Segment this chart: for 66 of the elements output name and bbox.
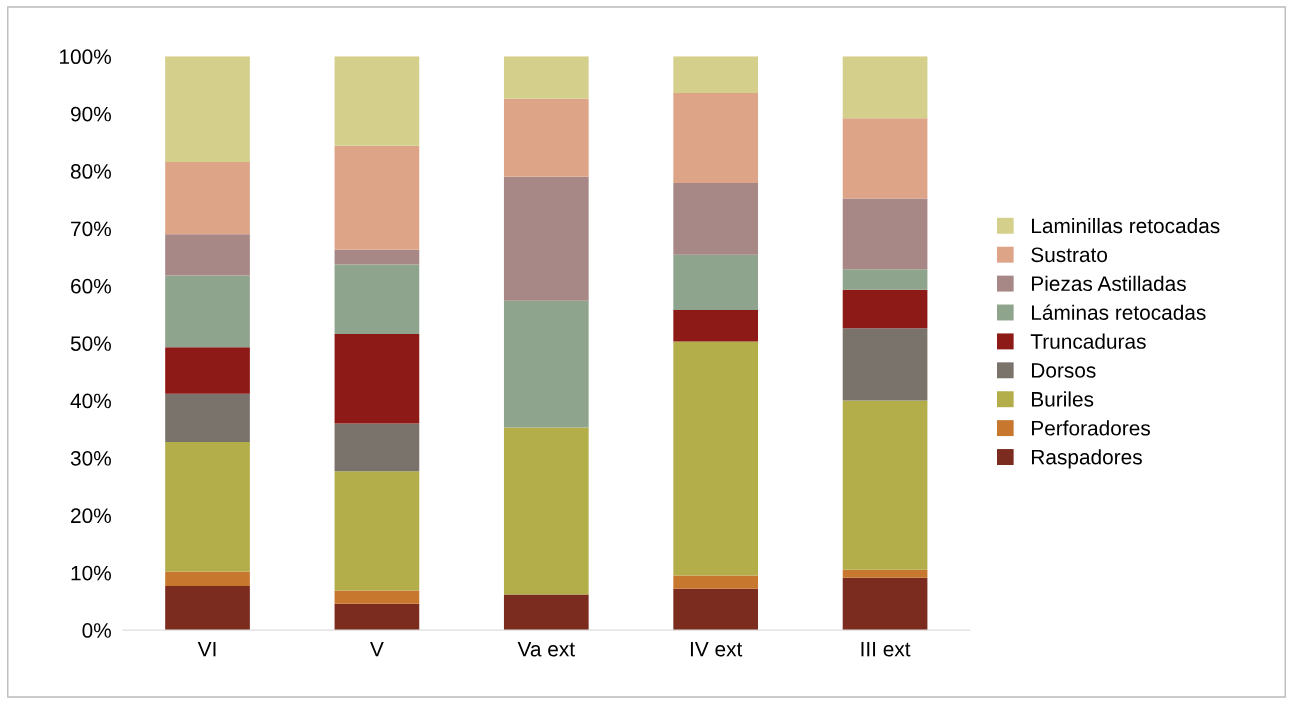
bar xyxy=(165,585,250,631)
bar xyxy=(334,264,420,335)
bar xyxy=(842,269,928,290)
bar xyxy=(842,569,928,578)
bar xyxy=(334,56,420,146)
y-tick-label: 100% xyxy=(60,49,111,65)
bar xyxy=(673,341,759,576)
bar xyxy=(842,118,928,199)
x-tick-label: III ext xyxy=(861,641,911,657)
bar xyxy=(842,289,928,329)
bar xyxy=(165,441,250,572)
y-tick-label: 40% xyxy=(70,393,111,409)
bar xyxy=(842,577,928,631)
bar xyxy=(334,471,420,591)
bar xyxy=(334,334,420,424)
y-tick-label: 20% xyxy=(71,508,111,524)
legend-label: Truncaduras xyxy=(1030,333,1146,349)
bar xyxy=(503,300,589,428)
y-tick-label: 50% xyxy=(70,336,111,351)
x-tick-label: VI xyxy=(197,641,216,657)
x-tick-label: Va ext xyxy=(517,641,575,657)
bar xyxy=(165,275,250,348)
bar xyxy=(673,183,759,255)
y-tick-label: 30% xyxy=(70,450,111,466)
y-tick-label: 90% xyxy=(71,106,111,122)
bar xyxy=(842,328,928,401)
legend-label: Raspadores xyxy=(1032,449,1142,469)
bar xyxy=(165,56,250,162)
legend-label: Laminillas retocadas xyxy=(1032,217,1220,234)
bar xyxy=(673,588,759,631)
legend-label: Buriles xyxy=(1032,391,1094,407)
bar xyxy=(334,603,420,631)
bar xyxy=(334,145,420,250)
y-tick-label: 70% xyxy=(71,221,111,237)
bar xyxy=(842,198,928,270)
bar xyxy=(842,56,928,119)
y-tick-label: 10% xyxy=(71,565,111,581)
legend-label: Dorsos xyxy=(1032,363,1096,378)
bar xyxy=(503,594,589,631)
bar xyxy=(334,590,420,604)
legend-label: Sustrato xyxy=(1031,247,1108,263)
y-tick-label: 0% xyxy=(82,623,111,638)
bar xyxy=(673,56,759,94)
bar xyxy=(503,98,589,177)
x-tick-label: IV ext xyxy=(690,641,743,657)
legend-label: Láminas retocadas xyxy=(1032,304,1206,320)
bar xyxy=(503,176,589,301)
bar xyxy=(673,93,759,184)
bar xyxy=(165,347,250,394)
y-tick-label: 60% xyxy=(71,278,111,294)
bar xyxy=(334,249,420,265)
x-tick-label: V xyxy=(370,641,384,657)
legend-label: Perforadores xyxy=(1032,420,1150,436)
bar xyxy=(673,254,759,310)
legend-label: Piezas Astilladas xyxy=(1032,275,1186,292)
bar xyxy=(673,309,759,342)
bar xyxy=(165,234,250,276)
bar xyxy=(334,423,420,472)
bar xyxy=(503,427,589,595)
bar xyxy=(165,161,250,235)
y-tick-label: 80% xyxy=(70,164,111,179)
bar xyxy=(165,571,250,586)
bar xyxy=(842,400,928,570)
bar xyxy=(673,575,759,589)
bar xyxy=(165,393,250,442)
bar xyxy=(503,56,589,99)
